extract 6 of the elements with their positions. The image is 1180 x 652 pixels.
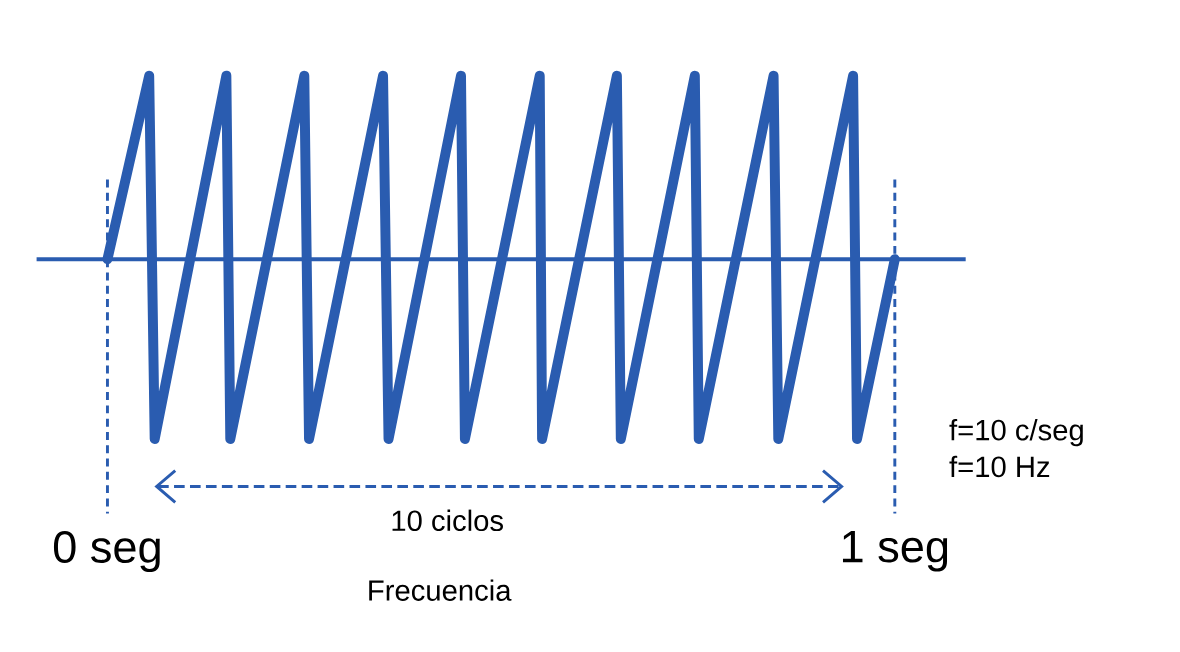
text: 10 ciclos (392, 509, 503, 532)
x-tick-label: 0 seg (53, 531, 160, 572)
annotation: f=10 c/seg (949, 419, 1083, 447)
text: f=10 Hz (949, 455, 1050, 478)
x-tick-label: 1 seg (842, 531, 948, 572)
text: Frecuencia (369, 579, 512, 601)
